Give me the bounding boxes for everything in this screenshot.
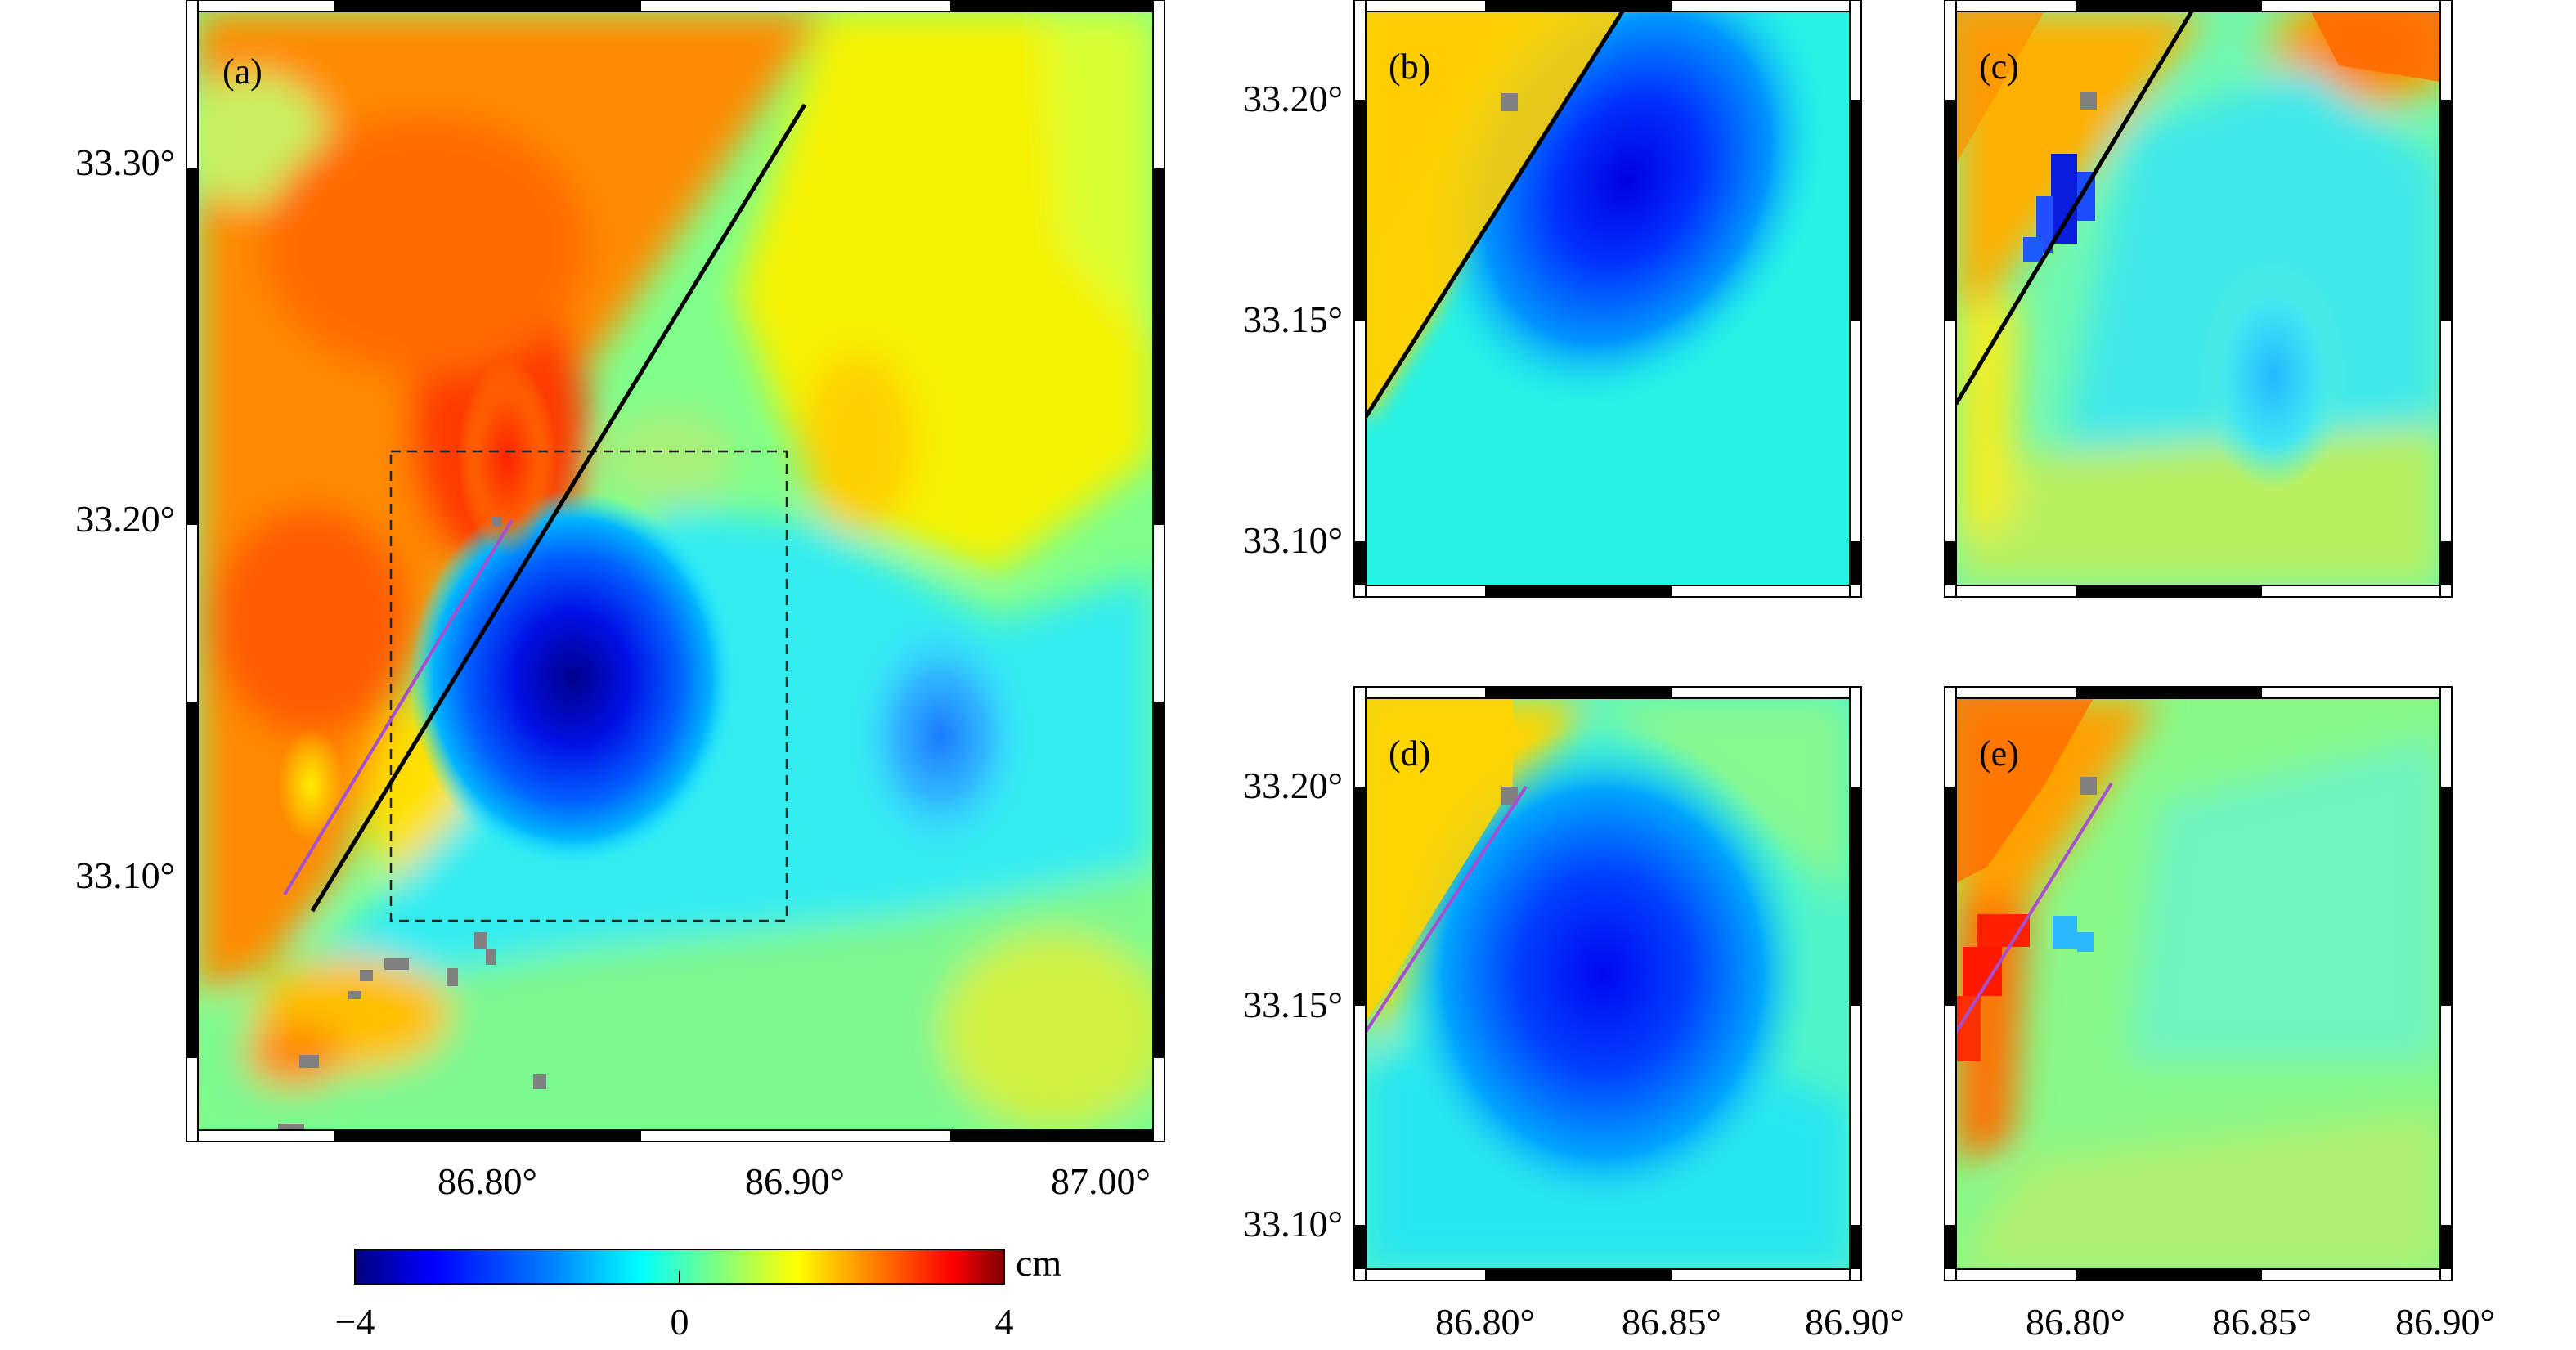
lon-tick-a-2: 86.90° xyxy=(745,1160,845,1202)
panel-d-nodata xyxy=(1501,787,1518,805)
colorbar-tick-zero: 0 xyxy=(671,1301,689,1343)
panel-c-frame xyxy=(1944,0,2453,598)
lat-tick-d-3: 33.10° xyxy=(1243,1203,1343,1245)
panel-c-blue-patch xyxy=(2023,154,2095,262)
lon-tick-a-1: 86.80° xyxy=(438,1160,537,1202)
lat-tick-b-3: 33.10° xyxy=(1243,519,1343,561)
colorbar-gradient xyxy=(354,1249,1005,1285)
lon-tick-e-2: 86.85° xyxy=(2212,1301,2312,1343)
panel-e-blue-patch xyxy=(2053,916,2094,952)
panel-d-map xyxy=(1366,698,1850,1269)
colorbar: cm −4 0 4 xyxy=(335,1242,1062,1343)
panel-b-nodata xyxy=(1501,93,1518,111)
model-trace-d xyxy=(1366,785,1528,1034)
lat-tick-a-1: 33.30° xyxy=(75,141,175,183)
lon-tick-a-3: 87.00° xyxy=(1051,1160,1151,1202)
panel-e: (e) 86.80° 86.85° 86.90° xyxy=(1944,686,2495,1343)
lat-tick-b-2: 33.15° xyxy=(1243,298,1343,340)
lon-tick-e-1: 86.80° xyxy=(2026,1301,2125,1343)
lat-tick-b-1: 33.20° xyxy=(1243,78,1343,119)
panel-e-nodata xyxy=(2080,777,2097,795)
lat-tick-a-2: 33.20° xyxy=(75,498,175,540)
panel-e-frame xyxy=(1944,686,2453,1281)
panel-d-frame xyxy=(1353,686,1862,1281)
panel-c-map xyxy=(1956,11,2440,585)
panel-a-label: (a) xyxy=(222,52,263,92)
colorbar-tick-min: −4 xyxy=(335,1301,375,1343)
lon-tick-d-1: 86.80° xyxy=(1435,1301,1535,1343)
panel-c-label: (c) xyxy=(1979,47,2019,87)
panel-a: (a) 33.30° 33.20° 33.10° 86.80° 86.90° 8… xyxy=(75,0,1165,1202)
colorbar-tick-max: 4 xyxy=(995,1301,1014,1343)
panel-c-nodata xyxy=(2080,92,2097,110)
inset-box xyxy=(389,450,788,922)
lat-tick-d-2: 33.15° xyxy=(1243,984,1343,1025)
model-trace-a xyxy=(283,518,514,896)
panel-d: (d) 33.20° 33.15° 33.10° 86.80° 86.85° 8… xyxy=(1243,686,1905,1343)
panel-d-label: (d) xyxy=(1389,733,1430,774)
lon-tick-d-2: 86.85° xyxy=(1622,1301,1721,1343)
lat-tick-d-1: 33.20° xyxy=(1243,765,1343,806)
panel-a-nodata xyxy=(278,517,546,1130)
panel-e-map xyxy=(1956,698,2440,1269)
lon-tick-d-3: 86.90° xyxy=(1805,1301,1905,1343)
panel-b: (b) 33.20° 33.15° 33.10° xyxy=(1243,0,1862,598)
fault-trace-a xyxy=(310,103,807,913)
panel-b-frame xyxy=(1353,0,1862,598)
panel-e-label: (e) xyxy=(1979,733,2019,774)
lat-tick-a-3: 33.10° xyxy=(75,854,175,896)
panel-b-label: (b) xyxy=(1389,47,1430,87)
lon-tick-e-3: 86.90° xyxy=(2395,1301,2495,1343)
panel-a-frame xyxy=(186,0,1165,1142)
model-trace-e xyxy=(1956,782,2113,1034)
panel-a-map xyxy=(198,11,1153,1130)
panel-c: (c) xyxy=(1944,0,2453,598)
fault-trace-b xyxy=(1366,11,1625,419)
fault-trace-c xyxy=(1956,11,2194,406)
colorbar-unit: cm xyxy=(1016,1242,1061,1284)
panel-b-map xyxy=(1366,11,1850,585)
